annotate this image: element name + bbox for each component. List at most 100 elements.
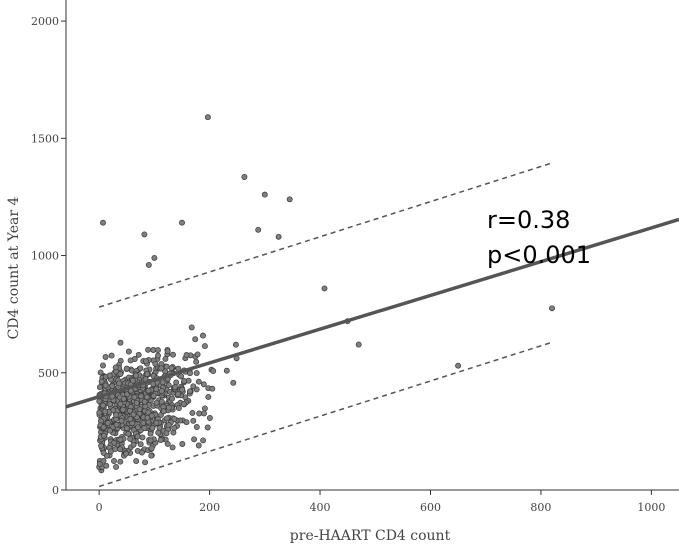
data-point — [106, 372, 113, 379]
data-point — [175, 405, 182, 412]
data-point — [210, 368, 217, 374]
data-point — [117, 339, 124, 346]
data-point — [190, 417, 197, 424]
data-point — [200, 332, 206, 339]
data-point — [187, 370, 193, 377]
data-point — [179, 441, 186, 447]
data-point — [170, 351, 176, 358]
data-point — [141, 425, 148, 431]
data-point — [171, 415, 178, 422]
data-point — [193, 370, 200, 377]
data-point — [179, 219, 185, 226]
data-point — [143, 394, 150, 401]
data-point — [148, 445, 155, 452]
data-point — [96, 384, 103, 391]
data-point — [241, 174, 248, 180]
data-point — [109, 383, 116, 390]
data-point — [113, 421, 120, 428]
data-point — [223, 367, 230, 374]
data-point — [196, 410, 203, 417]
data-point — [151, 254, 158, 261]
data-point — [201, 410, 207, 417]
data-point — [147, 430, 154, 437]
data-point — [255, 226, 262, 233]
data-point — [152, 360, 159, 367]
data-point — [168, 365, 175, 372]
data-point — [117, 446, 124, 453]
data-point — [209, 385, 216, 392]
data-point — [130, 377, 136, 384]
data-point — [163, 430, 170, 437]
data-point — [194, 351, 201, 358]
data-point — [113, 463, 120, 470]
data-point — [149, 425, 156, 431]
data-point — [120, 395, 127, 402]
data-point — [127, 357, 134, 364]
data-point — [159, 379, 166, 386]
x-tick-label: 0 — [96, 501, 103, 514]
data-point — [113, 411, 120, 418]
data-point — [275, 233, 282, 240]
data-point — [321, 285, 328, 292]
data-point — [286, 196, 293, 203]
data-point — [107, 448, 114, 455]
data-point — [108, 352, 115, 359]
data-point — [102, 382, 109, 389]
data-point — [155, 352, 161, 359]
y-tick-label: 0 — [52, 484, 59, 497]
data-point — [164, 440, 171, 447]
data-point — [147, 437, 154, 444]
y-tick-label: 500 — [38, 367, 59, 380]
fit-lines — [65, 162, 679, 488]
data-point — [179, 386, 186, 393]
x-tick-label: 200 — [199, 501, 220, 514]
lower-prediction-line — [98, 341, 553, 488]
data-point — [125, 430, 132, 437]
data-point — [100, 402, 106, 409]
data-point — [126, 407, 133, 414]
data-point — [100, 449, 107, 456]
data-point — [117, 401, 124, 407]
data-point — [153, 386, 160, 393]
p-value-annotation: p<0.001 — [487, 241, 591, 269]
data-point — [192, 336, 199, 343]
data-point — [261, 191, 268, 198]
data-point — [100, 432, 107, 439]
data-point — [145, 261, 152, 268]
data-point — [162, 355, 169, 362]
x-tick-label: 800 — [530, 501, 551, 514]
data-point — [201, 405, 208, 412]
data-point — [123, 425, 130, 432]
data-point — [102, 354, 109, 360]
data-point — [140, 420, 147, 426]
data-point — [123, 450, 130, 457]
data-point — [195, 378, 202, 385]
data-point — [98, 378, 105, 385]
upper-prediction-line — [98, 162, 553, 308]
data-point — [133, 399, 140, 406]
data-point — [160, 408, 167, 415]
data-point — [104, 420, 111, 427]
data-point — [163, 415, 170, 422]
data-point — [164, 348, 171, 355]
data-point — [549, 305, 555, 312]
correlation-annotation: r=0.38 — [487, 206, 570, 234]
x-tick-label: 400 — [310, 501, 331, 514]
data-point — [230, 379, 237, 386]
data-point — [130, 411, 137, 418]
data-point — [117, 436, 124, 443]
y-tick-label: 1500 — [31, 132, 59, 145]
data-point — [171, 425, 178, 431]
data-point — [116, 380, 123, 387]
data-point — [145, 387, 152, 394]
data-point — [153, 399, 160, 406]
data-point — [150, 347, 157, 353]
data-point — [139, 434, 146, 441]
data-point — [106, 401, 113, 408]
data-point — [193, 358, 200, 365]
data-point — [186, 388, 193, 395]
data-point — [190, 383, 197, 390]
data-point — [143, 358, 149, 365]
data-point — [130, 441, 137, 448]
